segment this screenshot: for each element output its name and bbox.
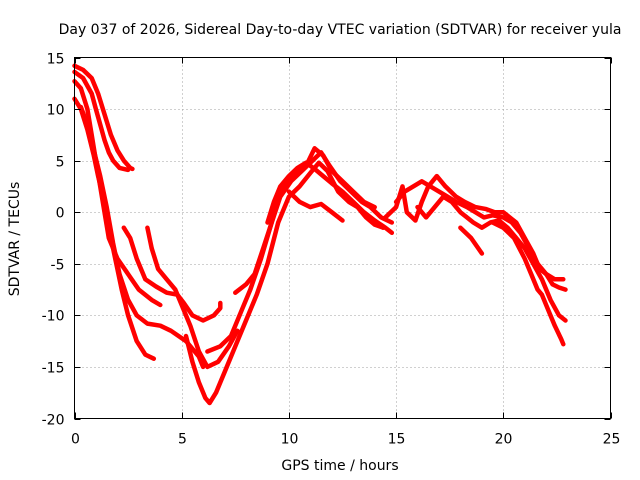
x-tick-label: 10 [281, 432, 299, 448]
data-series-track-1 [72, 63, 135, 172]
data-series-track-17 [490, 220, 566, 347]
data-series-track-9 [205, 150, 395, 354]
x-tick-label: 25 [603, 432, 621, 448]
data-series-track-14 [393, 179, 568, 292]
data-series-track-12 [286, 189, 345, 223]
y-tick-label: -10 [42, 309, 65, 325]
x-axis-label: GPS time / hours [281, 458, 398, 474]
data-series-track-2 [72, 69, 131, 173]
x-tick-label: 20 [495, 432, 513, 448]
data-series-layer [72, 63, 568, 406]
data-series-track-10 [233, 146, 377, 295]
y-tick-label: 10 [47, 103, 65, 119]
axis-ticks [74, 57, 612, 420]
y-tick-label: 15 [47, 52, 65, 68]
data-series-track-6 [121, 225, 223, 323]
y-tick-label: 0 [56, 206, 65, 222]
data-series-track-8 [183, 160, 386, 406]
plot-frame [74, 57, 611, 419]
y-tick-label: -5 [51, 258, 65, 274]
data-series-track-11 [265, 160, 395, 236]
tick-labels: 0 5 10 15 20 25 15 10 5 0 -5 -10 -15 -20 [42, 52, 621, 448]
x-tick-label: 0 [71, 432, 80, 448]
y-tick-label: -15 [42, 361, 65, 377]
data-series-track-7 [145, 225, 240, 370]
y-axis-label: SDTVAR / TECUs [7, 182, 23, 297]
data-series-track-16 [458, 225, 485, 256]
data-series-track-5 [78, 104, 206, 370]
chart-title: Day 037 of 2026, Sidereal Day-to-day VTE… [59, 22, 622, 38]
y-tick-label: 5 [56, 155, 65, 171]
x-tick-label: 15 [388, 432, 406, 448]
grid-lines [74, 57, 611, 419]
y-tick-label: -20 [42, 413, 65, 429]
x-tick-label: 5 [178, 432, 187, 448]
